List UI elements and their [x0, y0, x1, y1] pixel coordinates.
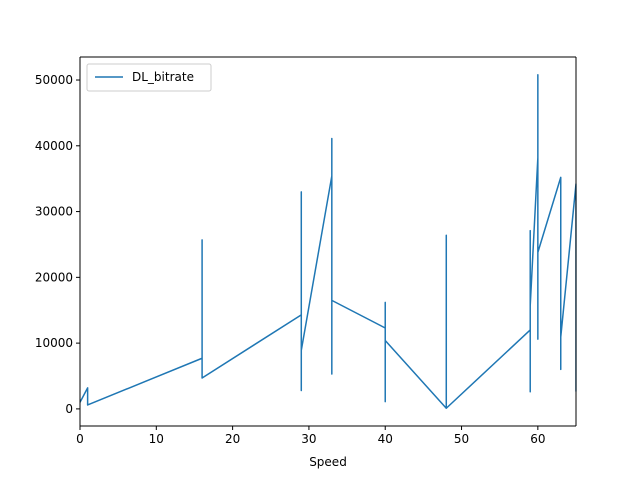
- y-tick-label: 0: [65, 402, 73, 416]
- y-tick-label: 40000: [35, 139, 73, 153]
- series-line-0: [80, 75, 576, 408]
- axes-layer: [79, 56, 577, 427]
- x-tick-label: 40: [378, 432, 393, 446]
- x-axis-label: Speed: [309, 455, 347, 469]
- y-tick-label: 20000: [35, 270, 73, 284]
- y-tick-label: 50000: [35, 73, 73, 87]
- plot-area: [80, 57, 576, 426]
- legend-label: DL_bitrate: [132, 70, 194, 84]
- series-layer: [80, 75, 576, 408]
- x-tick-label: 20: [225, 432, 240, 446]
- legend-box: [86, 63, 212, 92]
- x-axis-ticks: 0 10 20 30 40 50 60: [76, 426, 545, 446]
- y-tick-label: 30000: [35, 205, 73, 219]
- y-tick-label: 10000: [35, 336, 73, 350]
- x-tick-label: 30: [301, 432, 316, 446]
- x-tick-label: 60: [530, 432, 545, 446]
- x-tick-label: 10: [149, 432, 164, 446]
- x-tick-label: 50: [454, 432, 469, 446]
- x-tick-label: 0: [76, 432, 84, 446]
- y-axis-ticks: 0 10000 20000 30000 40000 50000: [35, 73, 80, 416]
- legend: DL_bitrate: [86, 63, 212, 92]
